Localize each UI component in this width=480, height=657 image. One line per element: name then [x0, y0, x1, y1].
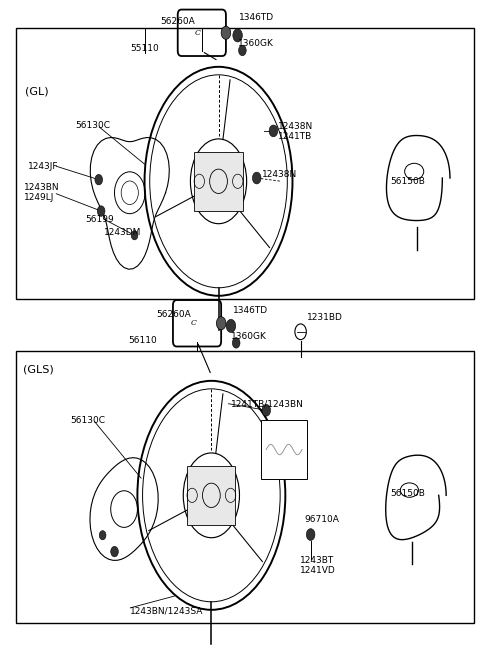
Polygon shape — [90, 137, 169, 269]
Text: 1243JF: 1243JF — [28, 162, 58, 171]
Circle shape — [221, 26, 231, 39]
Circle shape — [111, 547, 119, 557]
Text: 1241TB: 1241TB — [278, 132, 312, 141]
Circle shape — [226, 319, 236, 332]
Text: 56199: 56199 — [85, 215, 114, 225]
Circle shape — [97, 206, 105, 216]
Text: 56260A: 56260A — [161, 16, 195, 26]
Text: 1241TB/1243BN: 1241TB/1243BN — [230, 399, 303, 408]
Bar — [262, 420, 307, 479]
Polygon shape — [386, 135, 450, 221]
Text: (GL): (GL) — [25, 87, 49, 97]
Circle shape — [233, 29, 242, 42]
Text: 55110: 55110 — [130, 44, 159, 53]
Text: 56150B: 56150B — [390, 177, 425, 187]
Circle shape — [239, 45, 246, 56]
Circle shape — [99, 531, 106, 540]
Text: 1346TD: 1346TD — [233, 306, 268, 315]
Text: 56260A: 56260A — [156, 309, 191, 319]
Circle shape — [269, 125, 278, 137]
Circle shape — [216, 317, 226, 330]
Bar — [194, 152, 242, 211]
Text: C: C — [190, 319, 196, 327]
Text: 1346TD: 1346TD — [239, 12, 274, 22]
Polygon shape — [386, 455, 446, 539]
Circle shape — [131, 231, 138, 240]
Text: 1243DM: 1243DM — [104, 228, 142, 237]
Text: 1360GK: 1360GK — [231, 332, 267, 341]
Text: C: C — [195, 29, 201, 37]
Text: 56110: 56110 — [128, 336, 156, 345]
Circle shape — [262, 405, 271, 416]
Circle shape — [95, 174, 103, 185]
Text: 1249LJ: 1249LJ — [24, 193, 55, 202]
Circle shape — [232, 338, 240, 348]
Text: 1241VD: 1241VD — [300, 566, 336, 575]
Bar — [16, 28, 474, 299]
Circle shape — [306, 529, 315, 541]
Text: 1243BT: 1243BT — [300, 556, 334, 565]
Text: 96710A: 96710A — [304, 515, 339, 524]
Polygon shape — [90, 458, 158, 560]
Text: 56150B: 56150B — [390, 489, 425, 498]
Bar — [187, 466, 235, 525]
Text: 1243BN: 1243BN — [24, 183, 60, 193]
Text: 56130C: 56130C — [75, 121, 110, 130]
Text: (GLS): (GLS) — [23, 365, 54, 374]
Text: 12438N: 12438N — [278, 122, 313, 131]
Text: 1243BN/1243SA: 1243BN/1243SA — [130, 606, 204, 616]
Text: 12438N: 12438N — [262, 170, 297, 179]
Text: 1360GK: 1360GK — [238, 39, 274, 49]
Text: 1231BD: 1231BD — [307, 313, 343, 322]
Text: 56130C: 56130C — [71, 416, 106, 424]
Circle shape — [252, 172, 261, 184]
Bar — [16, 351, 474, 623]
